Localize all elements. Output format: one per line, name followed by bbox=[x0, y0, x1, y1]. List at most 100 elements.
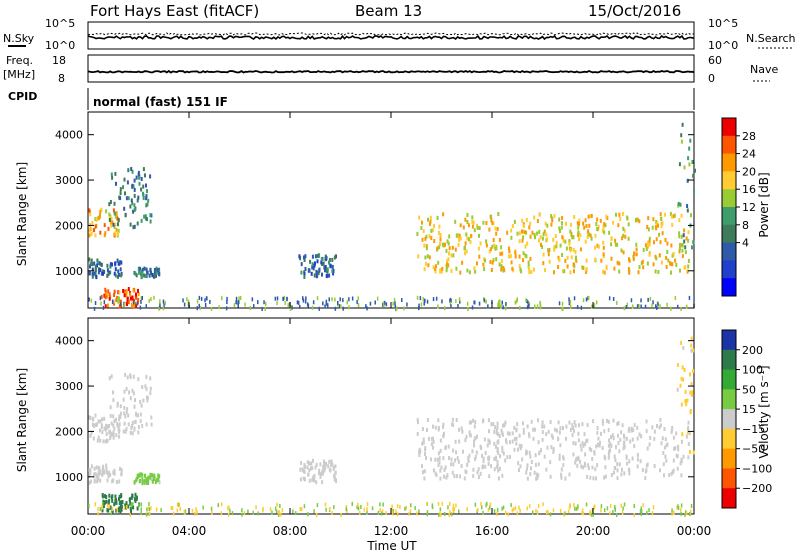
ground-scatter-cell bbox=[511, 508, 513, 513]
data-cell bbox=[666, 250, 669, 254]
ground-scatter-cell bbox=[631, 304, 634, 309]
data-cell bbox=[647, 242, 650, 247]
data-cell bbox=[149, 376, 152, 381]
data-cell bbox=[111, 509, 114, 514]
ground-scatter-cell bbox=[453, 507, 455, 512]
ground-scatter-cell bbox=[647, 297, 649, 302]
data-cell bbox=[112, 423, 115, 428]
ground-scatter-cell bbox=[186, 297, 188, 302]
ground-scatter-cell bbox=[162, 299, 165, 304]
data-cell bbox=[458, 237, 461, 242]
ground-scatter-cell bbox=[101, 502, 104, 507]
data-cell bbox=[468, 420, 471, 425]
data-cell bbox=[610, 435, 612, 440]
ground-scatter-cell bbox=[133, 300, 135, 305]
data-cell bbox=[596, 227, 599, 232]
data-cell bbox=[680, 473, 683, 478]
data-cell bbox=[139, 479, 141, 483]
data-cell bbox=[686, 269, 689, 274]
data-cell bbox=[143, 473, 146, 478]
ground-scatter-cell bbox=[391, 504, 393, 509]
data-cell bbox=[417, 254, 420, 259]
colorbar-tick-label: 15 bbox=[742, 403, 756, 416]
data-cell bbox=[88, 228, 91, 233]
ground-scatter-cell bbox=[265, 301, 267, 306]
data-cell bbox=[112, 430, 115, 435]
nave-tick-bottom: 0 bbox=[708, 72, 715, 85]
data-cell bbox=[473, 228, 476, 233]
data-cell bbox=[550, 445, 553, 450]
data-cell bbox=[99, 209, 102, 214]
data-cell bbox=[569, 270, 572, 275]
noise-left-label: N.Sky bbox=[3, 32, 35, 45]
data-cell bbox=[603, 475, 606, 480]
data-cell bbox=[135, 476, 138, 481]
data-cell bbox=[437, 418, 440, 423]
ground-scatter-cell bbox=[652, 505, 655, 510]
data-cell bbox=[488, 249, 491, 254]
ground-scatter-cell bbox=[106, 503, 109, 508]
ground-scatter-cell bbox=[498, 303, 500, 308]
ground-scatter-cell bbox=[198, 303, 200, 308]
data-cell bbox=[555, 240, 558, 245]
ground-scatter-cell bbox=[111, 507, 114, 511]
data-cell bbox=[135, 175, 138, 180]
data-cell bbox=[104, 304, 107, 309]
ground-scatter-cell bbox=[102, 305, 105, 310]
data-cell bbox=[495, 464, 498, 469]
ground-scatter-cell bbox=[483, 298, 486, 303]
data-cell bbox=[525, 466, 528, 471]
ground-scatter-cell bbox=[608, 296, 611, 301]
data-cell bbox=[551, 435, 554, 440]
data-cell bbox=[429, 219, 432, 224]
data-cell bbox=[534, 235, 536, 240]
data-cell bbox=[495, 231, 498, 236]
data-cell bbox=[103, 426, 106, 431]
ground-scatter-cell bbox=[666, 302, 668, 307]
ground-scatter-cell bbox=[345, 505, 348, 509]
ground-scatter-cell bbox=[501, 300, 503, 305]
data-cell bbox=[527, 260, 530, 265]
data-cell bbox=[579, 233, 582, 238]
data-cell bbox=[509, 254, 512, 259]
data-cell bbox=[424, 452, 426, 456]
data-cell bbox=[574, 441, 577, 446]
ground-scatter-cell bbox=[688, 511, 691, 516]
ground-scatter-cell bbox=[291, 305, 293, 310]
data-cell bbox=[89, 264, 91, 269]
data-cell bbox=[97, 419, 100, 424]
ground-scatter-cell bbox=[376, 296, 379, 301]
ground-scatter-cell bbox=[255, 505, 257, 510]
data-cell bbox=[577, 455, 580, 460]
data-cell bbox=[438, 224, 441, 229]
data-cell bbox=[137, 266, 140, 271]
data-cell bbox=[542, 252, 545, 257]
ground-scatter-cell bbox=[257, 511, 259, 516]
data-cell bbox=[106, 268, 109, 273]
ground-scatter-cell bbox=[575, 506, 578, 511]
ground-scatter-cell bbox=[673, 510, 675, 515]
ground-scatter-cell bbox=[282, 296, 285, 301]
colorbar-segment bbox=[722, 389, 736, 410]
data-cell bbox=[519, 464, 522, 469]
ground-scatter-cell bbox=[497, 302, 499, 307]
ground-scatter-cell bbox=[276, 296, 279, 301]
data-cell bbox=[113, 468, 116, 473]
data-cell bbox=[568, 420, 571, 425]
data-cell bbox=[560, 467, 563, 472]
data-cell bbox=[445, 268, 448, 273]
data-cell bbox=[680, 340, 683, 345]
data-cell bbox=[448, 246, 451, 251]
ground-scatter-cell bbox=[271, 510, 273, 515]
data-cell bbox=[606, 418, 608, 423]
ground-scatter-cell bbox=[485, 503, 487, 508]
data-cell bbox=[530, 419, 533, 424]
data-cell bbox=[108, 296, 111, 301]
ground-scatter-cell bbox=[690, 509, 692, 514]
data-cell bbox=[530, 466, 532, 471]
ground-scatter-cell bbox=[496, 511, 498, 516]
data-cell bbox=[499, 454, 501, 459]
ground-scatter-cell bbox=[140, 296, 143, 301]
data-cell bbox=[465, 249, 468, 254]
ground-scatter-cell bbox=[552, 508, 555, 513]
